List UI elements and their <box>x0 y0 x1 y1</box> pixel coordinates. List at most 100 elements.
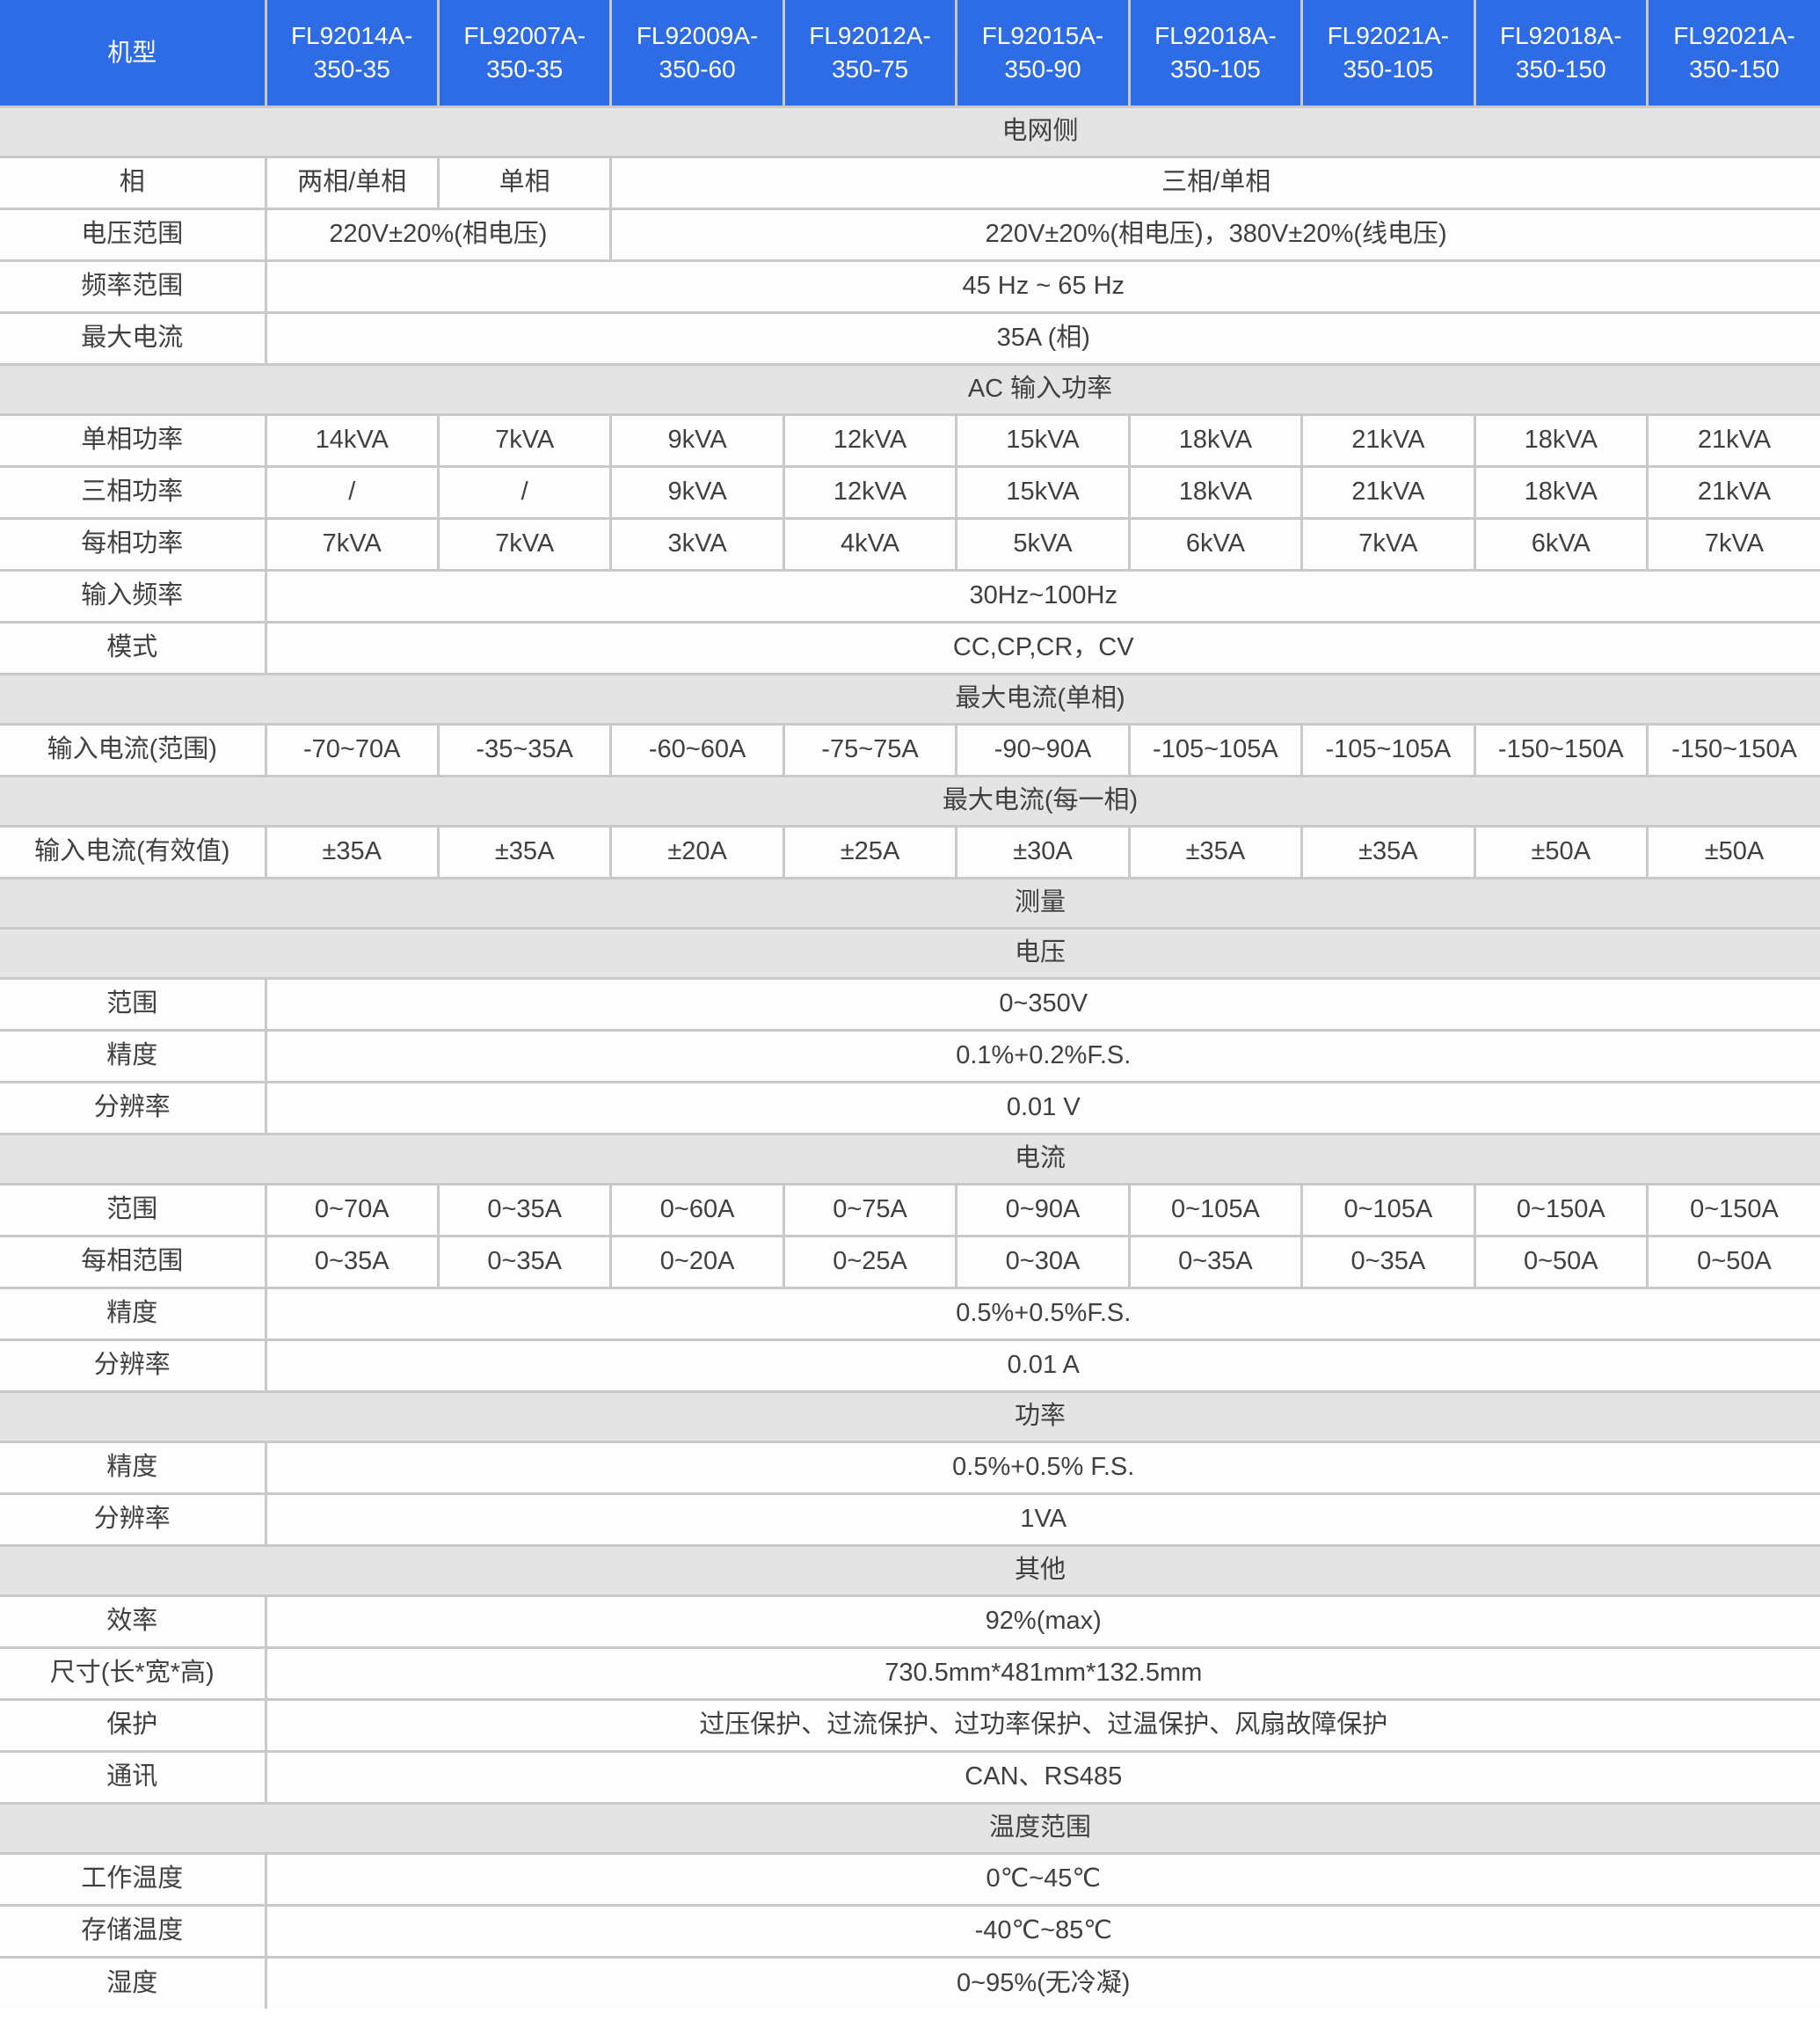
model-header: FL92009A-350-60 <box>609 0 785 108</box>
spec-value: 0~105A <box>1127 1182 1304 1237</box>
spec-row: 尺寸(长*宽*高) 730.5mm*481mm*132.5mm <box>0 1645 1820 1701</box>
row-label: 输入电流(有效值) <box>0 824 267 879</box>
row-label: 相 <box>0 155 267 210</box>
spec-value: 0.01 V <box>264 1080 1820 1135</box>
row-label: 模式 <box>0 620 267 675</box>
spec-value: -75~75A <box>782 722 958 777</box>
model-header: FL92021A-350-105 <box>1300 0 1476 108</box>
spec-value: 220V±20%(相电压)，380V±20%(线电压) <box>609 207 1820 262</box>
spec-value: 92%(max) <box>264 1594 1820 1649</box>
spec-value: 0~30A <box>955 1234 1131 1289</box>
spec-value: 0~35A <box>436 1182 613 1237</box>
spec-value: 7kVA <box>264 516 440 572</box>
spec-row: 通讯 CAN、RS485 <box>0 1749 1820 1805</box>
section-title: 其他 <box>0 1543 1820 1597</box>
row-label: 每相功率 <box>0 516 267 572</box>
spec-value: 0~150A <box>1646 1182 1820 1237</box>
row-label: 精度 <box>0 1440 267 1495</box>
row-label: 湿度 <box>0 1955 267 2010</box>
spec-row: 模式 CC,CP,CR，CV <box>0 620 1820 675</box>
model-header: FL92015A-350-90 <box>955 0 1131 108</box>
spec-value: 18kVA <box>1127 464 1304 520</box>
row-label: 尺寸(长*宽*高) <box>0 1645 267 1701</box>
model-header: FL92018A-350-105 <box>1127 0 1304 108</box>
spec-value: -40℃~85℃ <box>264 1903 1820 1959</box>
spec-row: 每相范围 0~35A 0~35A 0~20A 0~25A 0~30A 0~35A 0~35A 0… <box>0 1234 1820 1289</box>
spec-row: 分辨率 0.01 A <box>0 1338 1820 1393</box>
row-label: 输入频率 <box>0 568 267 624</box>
spec-value: 0~90A <box>955 1182 1131 1237</box>
section-title: 电压 <box>0 926 1820 980</box>
section-row: 电流 <box>0 1132 1820 1185</box>
section-row: 最大电流(每一相) <box>0 774 1820 828</box>
spec-value: 0~50A <box>1646 1234 1820 1289</box>
row-label: 每相范围 <box>0 1234 267 1289</box>
spec-row: 输入电流(范围) -70~70A -35~35A -60~60A -75~75A -90~… <box>0 722 1820 777</box>
spec-value: ±50A <box>1473 824 1649 879</box>
spec-value: 21kVA <box>1646 412 1820 468</box>
spec-value: -60~60A <box>609 722 785 777</box>
spec-value: -150~150A <box>1473 722 1649 777</box>
row-label: 最大电流 <box>0 310 267 366</box>
spec-value: 0.01 A <box>264 1338 1820 1393</box>
spec-row: 分辨率 0.01 V <box>0 1080 1820 1135</box>
spec-row: 电压范围 220V±20%(相电压) 220V±20%(相电压)，380V±20%(… <box>0 207 1820 262</box>
model-column-header: 机型 <box>0 0 267 108</box>
section-row: AC 输入功率 <box>0 362 1820 416</box>
spec-table-body: 电网侧相两相/单相 单相 三相/单相 电压范围 220V±20%(相电压) 220V±20… <box>0 105 1820 2010</box>
spec-value: 0.1%+0.2%F.S. <box>264 1028 1820 1083</box>
spec-value: 7kVA <box>1300 516 1476 572</box>
row-label: 电压范围 <box>0 207 267 262</box>
spec-row: 三相功率 //9kVA 12kVA 15kVA 18kVA 21kVA 18kVA 21kVA <box>0 464 1820 520</box>
row-label: 范围 <box>0 1182 267 1237</box>
spec-value: 9kVA <box>609 464 785 520</box>
row-label: 精度 <box>0 1286 267 1341</box>
spec-value: 0~75A <box>782 1182 958 1237</box>
spec-value: 0~70A <box>264 1182 440 1237</box>
spec-value: / <box>264 464 440 520</box>
spec-row: 精度 0.5%+0.5% F.S. <box>0 1440 1820 1495</box>
section-title: 电流 <box>0 1132 1820 1185</box>
spec-value: 1VA <box>264 1492 1820 1547</box>
section-row: 测量 <box>0 876 1820 930</box>
spec-row: 范围 0~70A 0~35A 0~60A 0~75A 0~90A 0~105A 0~105A 0… <box>0 1182 1820 1237</box>
spec-value: 21kVA <box>1300 412 1476 468</box>
spec-value: 0~35A <box>264 1234 440 1289</box>
spec-row: 湿度 0~95%(无冷凝) <box>0 1955 1820 2010</box>
spec-value: 0~350V <box>264 976 1820 1032</box>
model-header: FL92014A-350-35 <box>264 0 440 108</box>
spec-value: 0~20A <box>609 1234 785 1289</box>
spec-value: -105~105A <box>1300 722 1476 777</box>
spec-value: CAN、RS485 <box>264 1749 1820 1805</box>
spec-value: 18kVA <box>1473 464 1649 520</box>
spec-value: 21kVA <box>1646 464 1820 520</box>
spec-value: 6kVA <box>1473 516 1649 572</box>
row-label: 效率 <box>0 1594 267 1649</box>
spec-value: 三相/单相 <box>609 155 1820 210</box>
section-row: 其他 <box>0 1543 1820 1597</box>
spec-row: 分辨率 1VA <box>0 1492 1820 1547</box>
spec-value: 35A (相) <box>264 310 1820 366</box>
spec-value: CC,CP,CR，CV <box>264 620 1820 675</box>
row-label: 分辨率 <box>0 1492 267 1547</box>
spec-value: 0~35A <box>436 1234 613 1289</box>
spec-value: 14kVA <box>264 412 440 468</box>
spec-value: 12kVA <box>782 412 958 468</box>
spec-row: 相两相/单相 单相 三相/单相 <box>0 155 1820 210</box>
spec-value: 0~35A <box>1300 1234 1476 1289</box>
spec-row: 单相功率 14kVA 7kVA 9kVA 12kVA 15kVA 18kVA 21kVA 18k… <box>0 412 1820 468</box>
spec-value: 0~60A <box>609 1182 785 1237</box>
row-label: 存储温度 <box>0 1903 267 1959</box>
spec-value: 两相/单相 <box>264 155 440 210</box>
spec-value: 18kVA <box>1473 412 1649 468</box>
spec-row: 精度 0.5%+0.5%F.S. <box>0 1286 1820 1341</box>
model-header: FL92018A-350-150 <box>1473 0 1649 108</box>
spec-value: 0.5%+0.5%F.S. <box>264 1286 1820 1341</box>
section-row: 功率 <box>0 1390 1820 1443</box>
row-label: 保护 <box>0 1697 267 1753</box>
spec-value: 21kVA <box>1300 464 1476 520</box>
section-title: 温度范围 <box>0 1801 1820 1855</box>
spec-row: 保护 过压保护、过流保护、过功率保护、过温保护、风扇故障保护 <box>0 1697 1820 1753</box>
spec-value: 0~25A <box>782 1234 958 1289</box>
